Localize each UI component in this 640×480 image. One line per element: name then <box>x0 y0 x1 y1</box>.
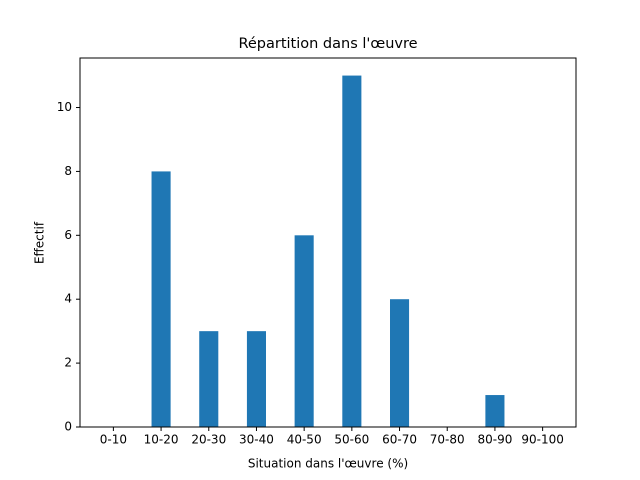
x-tick-label: 70-80 <box>430 433 465 447</box>
x-tick-label: 50-60 <box>334 433 369 447</box>
y-axis-label: Effectif <box>33 221 47 264</box>
bar <box>199 331 219 427</box>
x-axis-label: Situation dans l'œuvre (%) <box>248 457 408 471</box>
y-tick-label: 10 <box>57 100 72 114</box>
chart-title: Répartition dans l'œuvre <box>238 36 417 52</box>
bar <box>342 75 362 428</box>
bar <box>246 331 266 427</box>
y-tick-label: 8 <box>64 164 72 178</box>
x-tick-label: 60-70 <box>382 433 417 447</box>
y-tick-label: 4 <box>64 292 72 306</box>
y-tick-label: 0 <box>64 420 72 434</box>
bar <box>151 171 171 427</box>
x-tick-label: 0-10 <box>100 433 127 447</box>
x-tick-label: 80-90 <box>477 433 512 447</box>
x-tick-label: 30-40 <box>239 433 274 447</box>
x-tick-label: 10-20 <box>144 433 179 447</box>
bar <box>390 299 410 427</box>
x-tick-label: 40-50 <box>287 433 322 447</box>
x-tick-label: 90-100 <box>521 433 564 447</box>
bar <box>294 235 314 427</box>
bar <box>485 395 505 427</box>
y-tick-label: 6 <box>64 228 72 242</box>
y-tick-label: 2 <box>64 356 72 370</box>
axes-frame <box>79 57 577 428</box>
x-tick-label: 20-30 <box>191 433 226 447</box>
